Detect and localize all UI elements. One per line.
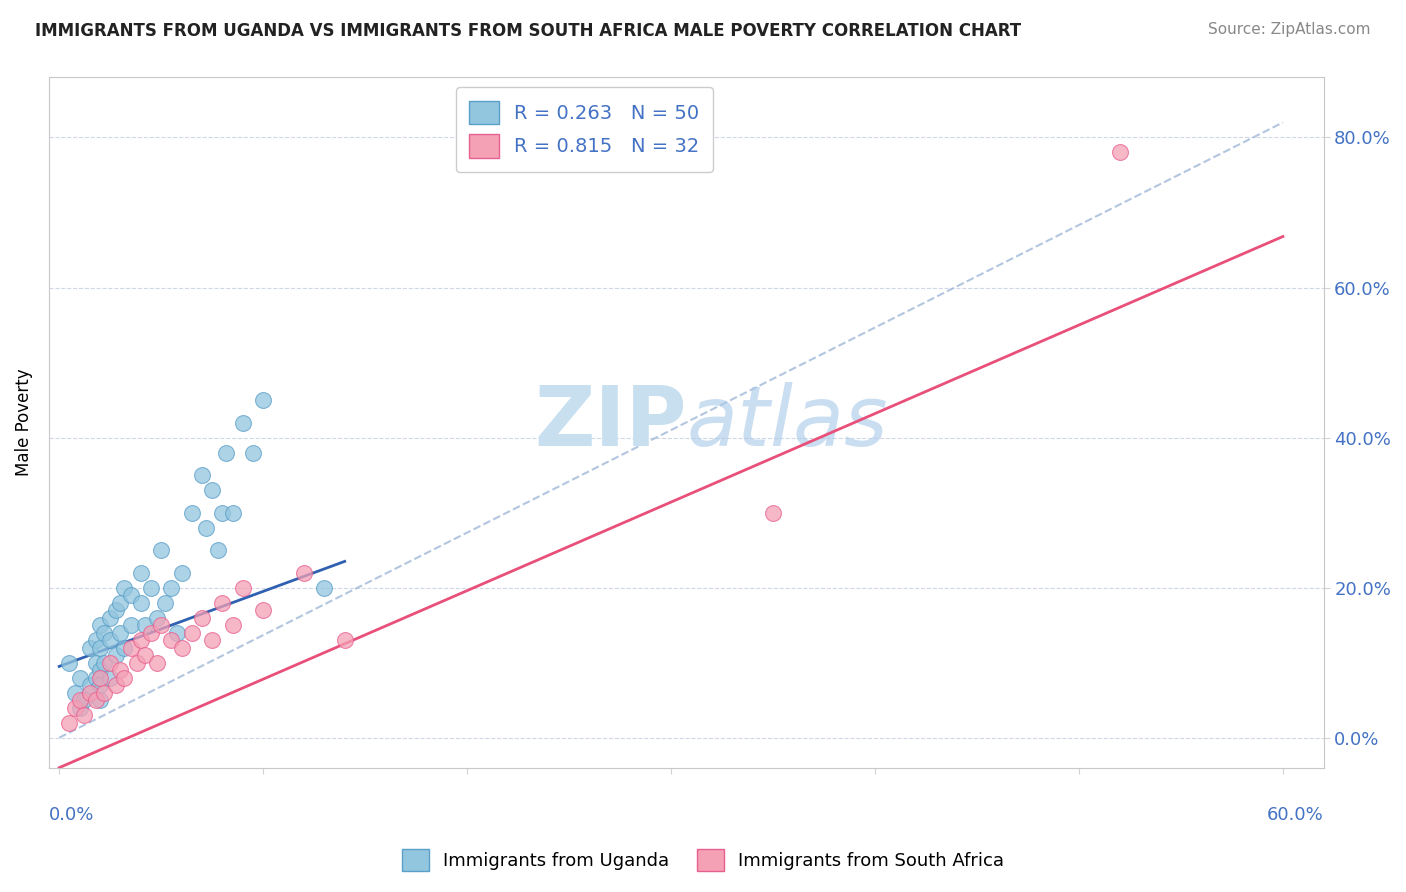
Point [134,618,156,632]
Point [207,543,229,558]
Point [125,656,148,670]
Point [292,566,315,580]
Point [69,700,91,714]
Point [65,686,87,700]
Point [129,633,152,648]
Text: 0.0%: 0.0% [49,805,94,823]
Point [93,625,115,640]
Point [93,686,115,700]
Point [98,610,121,624]
Point [114,581,136,595]
Point [252,603,274,617]
Point [98,671,121,685]
Point [139,581,162,595]
Point [139,625,162,640]
Point [150,618,173,632]
Point [242,445,264,459]
Point [129,566,152,580]
Point [146,610,169,624]
Point [333,633,356,648]
Point [160,581,183,595]
Point [170,566,193,580]
Point [221,506,243,520]
Point [201,633,224,648]
Point [146,656,169,670]
Point [191,468,214,483]
Point [98,656,121,670]
Point [110,625,132,640]
Point [191,610,214,624]
Point [105,603,128,617]
Point [89,678,111,692]
Point [120,618,142,632]
Point [180,625,202,640]
Point [89,693,111,707]
Point [89,618,111,632]
Point [69,671,91,685]
Point [69,693,91,707]
Point [110,596,132,610]
Point [211,596,233,610]
Point [221,618,243,632]
Point [155,596,177,610]
Point [72,708,94,723]
Point [72,693,94,707]
Point [110,663,132,677]
Point [98,633,121,648]
Point [105,678,128,692]
Point [215,445,238,459]
Point [89,663,111,677]
Point [79,678,101,692]
Point [84,671,107,685]
Point [232,581,254,595]
Point [79,686,101,700]
Point [114,640,136,655]
Point [89,640,111,655]
Point [84,656,107,670]
Point [160,633,183,648]
Point [129,596,152,610]
Point [195,520,218,534]
Point [166,625,188,640]
Point [134,648,156,662]
Text: IMMIGRANTS FROM UGANDA VS IMMIGRANTS FROM SOUTH AFRICA MALE POVERTY CORRELATION : IMMIGRANTS FROM UGANDA VS IMMIGRANTS FRO… [35,22,1021,40]
Legend: R = 0.263   N = 50, R = 0.815   N = 32: R = 0.263 N = 50, R = 0.815 N = 32 [456,87,713,171]
Point [232,416,254,430]
Legend: Immigrants from Uganda, Immigrants from South Africa: Immigrants from Uganda, Immigrants from … [395,842,1011,879]
Text: Source: ZipAtlas.com: Source: ZipAtlas.com [1208,22,1371,37]
Point [105,648,128,662]
Text: ZIP: ZIP [534,382,686,463]
Point [150,543,173,558]
Point [314,581,336,595]
Point [120,640,142,655]
Point [89,671,111,685]
Text: 60.0%: 60.0% [1267,805,1323,823]
Point [84,693,107,707]
Point [170,640,193,655]
Point [1108,145,1130,160]
Point [93,656,115,670]
Point [120,588,142,602]
Point [84,633,107,648]
Point [114,671,136,685]
Text: atlas: atlas [686,382,889,463]
Point [79,640,101,655]
Point [252,393,274,408]
Point [65,700,87,714]
Point [58,656,80,670]
Point [201,483,224,497]
Point [180,506,202,520]
Point [762,506,785,520]
Point [58,715,80,730]
Point [211,506,233,520]
Y-axis label: Male Poverty: Male Poverty [15,368,32,476]
